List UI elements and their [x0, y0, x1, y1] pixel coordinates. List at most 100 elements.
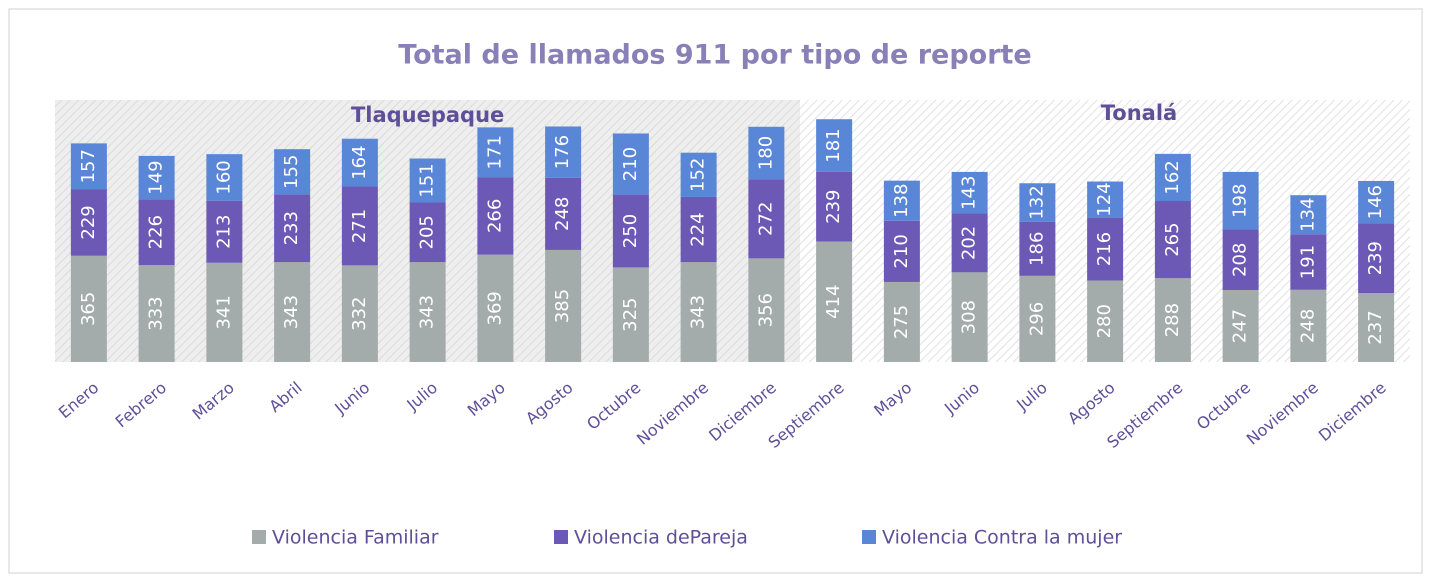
data-label: 224: [688, 212, 709, 246]
data-label: 272: [755, 202, 776, 236]
bar-segment: [409, 158, 446, 203]
data-label: 176: [552, 135, 573, 169]
bar-segment: [951, 171, 988, 214]
data-label: 210: [891, 234, 912, 268]
bar-segment: [138, 155, 175, 200]
data-label: 266: [484, 199, 505, 233]
bar-segment: [341, 265, 378, 362]
data-label: 296: [1026, 302, 1047, 336]
bar-segment: [206, 154, 243, 201]
data-label: 356: [755, 293, 776, 327]
bar-segment: [816, 241, 853, 362]
bar-segment: [612, 267, 649, 362]
bar-segment: [409, 262, 446, 362]
bar-segment: [1222, 290, 1259, 362]
bar-segment: [1290, 289, 1327, 362]
data-label: 250: [620, 214, 641, 248]
group-label: Tonalá: [1101, 101, 1177, 125]
bar-segment: [883, 180, 920, 221]
data-label: 229: [78, 205, 99, 239]
data-label: 385: [552, 289, 573, 323]
bar-segment: [1222, 171, 1259, 230]
bar-segment: [1019, 183, 1056, 222]
bar-segment: [70, 189, 107, 256]
bar-segment: [477, 177, 514, 255]
data-label: 248: [552, 197, 573, 231]
data-label: 365: [78, 292, 99, 326]
bar-segment: [1019, 275, 1056, 362]
data-label: 180: [755, 136, 776, 170]
legend-swatch: [554, 530, 568, 544]
data-label: 134: [1297, 198, 1318, 232]
data-label: 205: [417, 215, 438, 249]
bar-segment: [1154, 153, 1191, 202]
data-label: 210: [620, 147, 641, 181]
legend-label: Violencia dePareja: [574, 527, 748, 549]
bar-segment: [1087, 217, 1124, 281]
bar-segment: [1358, 293, 1395, 362]
bar-segment: [1154, 278, 1191, 362]
data-label: 239: [1365, 241, 1386, 275]
bar-segment: [1358, 180, 1395, 224]
bar-segment: [138, 199, 175, 266]
bar-segment: [70, 255, 107, 362]
data-label: 152: [688, 158, 709, 192]
data-label: 233: [281, 211, 302, 245]
bar-segment: [816, 119, 853, 172]
bar-segment: [341, 186, 378, 266]
bar-segment: [748, 179, 785, 259]
bar-segment: [545, 249, 582, 362]
data-label: 239: [823, 190, 844, 224]
bar-segment: [545, 177, 582, 250]
data-label: 143: [959, 176, 980, 210]
data-label: 191: [1297, 245, 1318, 279]
data-label: 216: [1094, 232, 1115, 266]
data-label: 132: [1026, 185, 1047, 219]
data-label: 248: [1297, 309, 1318, 343]
data-label: 202: [959, 226, 980, 260]
bar-segment: [274, 149, 311, 195]
bar-segment: [1290, 195, 1327, 235]
data-label: 151: [417, 163, 438, 197]
bar-segment: [1087, 181, 1124, 218]
data-label: 157: [78, 149, 99, 183]
bar-segment: [1222, 229, 1259, 291]
data-label: 343: [281, 295, 302, 329]
data-label: 271: [349, 209, 370, 243]
legend-label: Violencia Contra la mujer: [882, 527, 1122, 549]
data-label: 332: [349, 296, 370, 330]
bar-segment: [883, 281, 920, 362]
bar-segment: [883, 220, 920, 282]
data-label: 325: [620, 298, 641, 332]
bar-segment: [1154, 201, 1191, 279]
bar-segment: [816, 171, 853, 242]
data-label: 198: [1230, 184, 1251, 218]
data-label: 146: [1365, 185, 1386, 219]
data-label: 247: [1230, 309, 1251, 343]
data-label: 149: [146, 160, 167, 194]
bar-segment: [1290, 234, 1327, 290]
bar-segment: [274, 194, 311, 263]
bar-segment: [477, 127, 514, 178]
bar-segment: [545, 126, 582, 178]
data-label: 124: [1094, 182, 1115, 216]
legend-swatch: [252, 530, 266, 544]
data-label: 237: [1365, 310, 1386, 344]
data-label: 414: [823, 285, 844, 319]
bar-segment: [612, 133, 649, 195]
bar-segment: [206, 262, 243, 362]
data-label: 213: [213, 215, 234, 249]
bar-segment: [206, 200, 243, 263]
data-label: 333: [146, 296, 167, 330]
bar-segment: [274, 262, 311, 362]
data-label: 275: [891, 305, 912, 339]
bar-segment: [748, 258, 785, 362]
data-label: 164: [349, 145, 370, 179]
data-label: 369: [484, 291, 505, 325]
bar-segment: [951, 213, 988, 273]
bar-segment: [1087, 280, 1124, 362]
data-label: 341: [213, 295, 234, 329]
bar-segment: [1019, 221, 1056, 276]
data-label: 265: [1162, 222, 1183, 256]
